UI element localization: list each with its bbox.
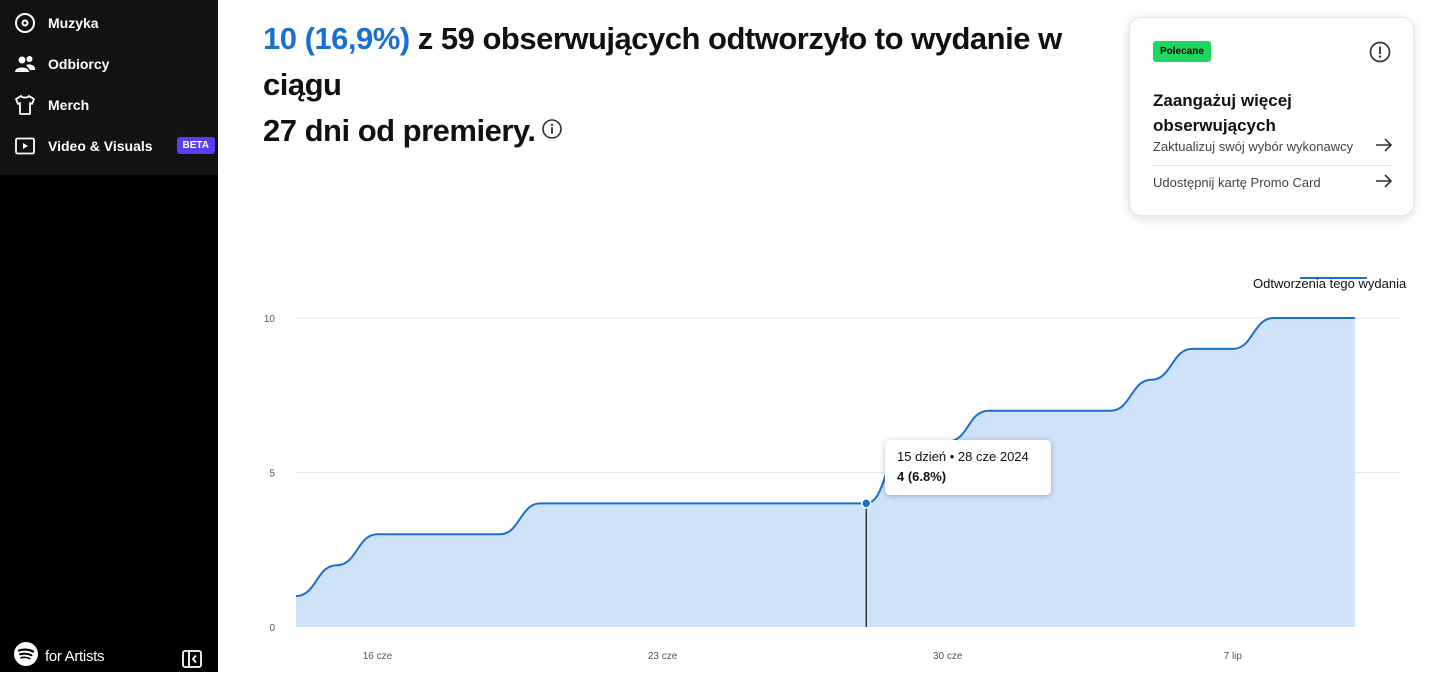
series-area bbox=[296, 318, 1355, 627]
alert-icon[interactable] bbox=[1369, 41, 1391, 68]
sidebar-item-odbiorcy[interactable]: Odbiorcy bbox=[0, 43, 218, 84]
x-tick-label: 30 cze bbox=[933, 651, 963, 662]
main-content: 10 (16,9%) z 59 obserwujących odtworzyło… bbox=[218, 0, 1440, 672]
sidebar-item-merch[interactable]: Merch bbox=[0, 84, 218, 125]
page-headline: 10 (16,9%) z 59 obserwujących odtworzyło… bbox=[263, 16, 1113, 154]
series-line bbox=[295, 317, 1355, 598]
audience-icon bbox=[14, 53, 36, 75]
y-tick-label: 0 bbox=[269, 623, 275, 634]
tshirt-icon bbox=[14, 94, 36, 116]
legend-swatch bbox=[1300, 277, 1367, 279]
y-tick-label: 5 bbox=[269, 469, 275, 480]
update-artist-pick-link[interactable]: Zaktualizuj swój wybór wykonawcy bbox=[1153, 138, 1393, 155]
arrow-right-icon bbox=[1375, 138, 1393, 155]
music-disc-icon bbox=[14, 12, 36, 34]
spotify-logo-icon bbox=[14, 642, 38, 670]
card-link-label: Zaktualizuj swój wybór wykonawcy bbox=[1153, 139, 1354, 154]
chart-tooltip: 15 dzień • 28 cze 2024 4 (6.8%) bbox=[885, 440, 1051, 495]
video-icon bbox=[14, 135, 36, 157]
arrow-right-icon bbox=[1375, 174, 1393, 191]
x-tick-label: 7 lip bbox=[1224, 651, 1243, 662]
collapse-sidebar-icon[interactable] bbox=[182, 650, 202, 668]
info-icon[interactable] bbox=[541, 107, 563, 153]
chart-legend: Odtworzenia tego wydania bbox=[1253, 276, 1407, 291]
tooltip-value: 4 (6.8%) bbox=[897, 469, 947, 484]
sidebar-item-label: Merch bbox=[48, 96, 90, 113]
headline-text-2: 27 dni od premiery. bbox=[263, 113, 536, 148]
brand-logo[interactable]: for Artists bbox=[14, 642, 105, 670]
beta-badge: BETA bbox=[176, 137, 216, 154]
card-title: Zaangażuj więcej obserwujących bbox=[1153, 91, 1292, 135]
sidebar-nav: Muzyka Odbiorcy Merch Video & Visuals BE… bbox=[0, 0, 218, 175]
share-promo-card-link[interactable]: Udostępnij kartę Promo Card bbox=[1153, 174, 1393, 191]
recommendation-card: Polecane Zaangażuj więcej obserwujących … bbox=[1129, 17, 1414, 216]
sidebar-item-label: Odbiorcy bbox=[48, 55, 110, 72]
sidebar-item-video-visuals[interactable]: Video & Visuals BETA bbox=[0, 125, 218, 166]
hover-point bbox=[860, 498, 872, 509]
recommended-tag: Polecane bbox=[1153, 41, 1211, 62]
x-tick-label: 23 cze bbox=[648, 651, 678, 662]
y-tick-label: 10 bbox=[264, 314, 276, 325]
sidebar-item-label: Muzyka bbox=[48, 14, 99, 31]
sidebar-item-label: Video & Visuals bbox=[48, 137, 153, 154]
headline-text-1: z 59 obserwujących odtworzyło to wydanie… bbox=[263, 21, 1062, 102]
divider bbox=[1153, 165, 1393, 166]
tooltip-date: 15 dzień • 28 cze 2024 bbox=[897, 449, 1029, 464]
sidebar-item-muzyka[interactable]: Muzyka bbox=[0, 2, 218, 43]
card-link-label: Udostępnij kartę Promo Card bbox=[1153, 175, 1321, 190]
headline-highlight: 10 (16,9%) bbox=[263, 21, 410, 56]
brand-text: for Artists bbox=[45, 647, 105, 665]
x-tick-label: 16 cze bbox=[363, 651, 393, 662]
sidebar: Muzyka Odbiorcy Merch Video & Visuals BE… bbox=[0, 0, 218, 672]
streams-chart[interactable]: 0 5 10 16 cze 23 cze 30 cze 7 lip bbox=[218, 0, 1440, 672]
